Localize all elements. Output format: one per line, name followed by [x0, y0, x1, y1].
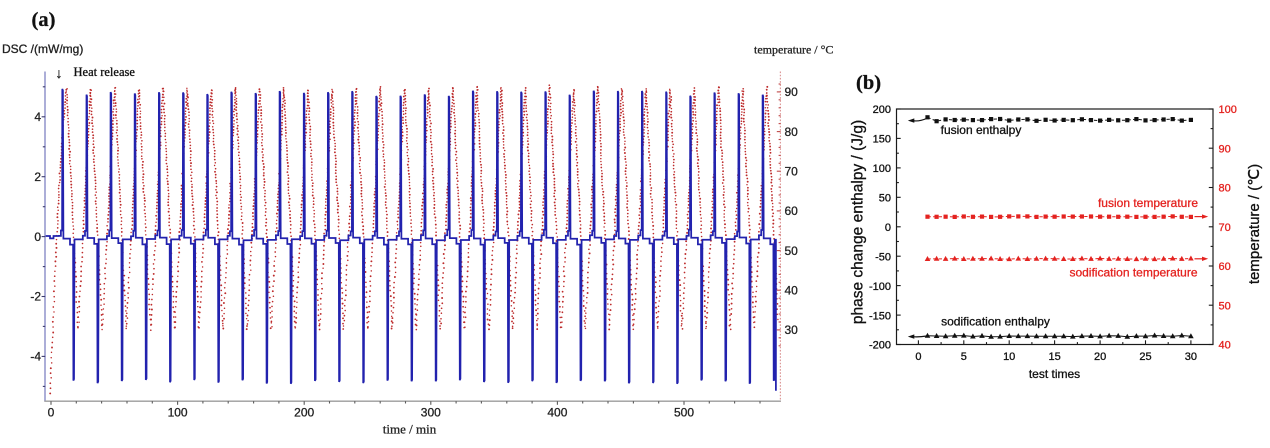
svg-text:fusion temperature: fusion temperature — [1098, 196, 1198, 210]
svg-text:30: 30 — [785, 323, 799, 337]
svg-text:30: 30 — [1185, 351, 1197, 363]
svg-text:90: 90 — [1219, 143, 1231, 155]
svg-text:15: 15 — [1048, 351, 1060, 363]
svg-text:200: 200 — [294, 405, 314, 419]
svg-text:-200: -200 — [869, 340, 891, 352]
svg-text:DSC /(mW/mg): DSC /(mW/mg) — [2, 42, 83, 56]
svg-text:10: 10 — [1003, 351, 1015, 363]
svg-text:50: 50 — [785, 244, 799, 258]
svg-text:300: 300 — [421, 405, 441, 419]
svg-text:20: 20 — [1094, 351, 1106, 363]
svg-text:0: 0 — [915, 351, 921, 363]
svg-text:sodification enthalpy: sodification enthalpy — [941, 315, 1050, 329]
svg-text:100: 100 — [873, 163, 891, 175]
svg-text:150: 150 — [873, 134, 891, 146]
svg-text:90: 90 — [785, 85, 799, 99]
svg-text:test times: test times — [1029, 367, 1080, 381]
svg-text:5: 5 — [961, 351, 967, 363]
svg-text:sodification temperature: sodification temperature — [1069, 266, 1197, 280]
svg-text:-150: -150 — [869, 310, 891, 322]
svg-text:200: 200 — [873, 104, 891, 116]
svg-text:-50: -50 — [875, 251, 891, 263]
svg-text:50: 50 — [879, 193, 891, 205]
svg-text:70: 70 — [1219, 222, 1231, 234]
svg-text:temperature / (℃): temperature / (℃) — [1246, 164, 1263, 284]
svg-text:(a): (a) — [32, 9, 56, 31]
svg-text:60: 60 — [785, 204, 799, 218]
svg-text:40: 40 — [785, 283, 799, 297]
svg-text:fusion enthalpy: fusion enthalpy — [941, 123, 1022, 137]
svg-text:0: 0 — [34, 230, 41, 244]
svg-text:temperature / °C: temperature / °C — [754, 43, 833, 57]
svg-text:80: 80 — [785, 125, 799, 139]
svg-text:100: 100 — [168, 405, 188, 419]
svg-text:↓: ↓ — [56, 67, 63, 82]
svg-text:80: 80 — [1219, 183, 1231, 195]
svg-text:-2: -2 — [30, 290, 41, 304]
svg-text:100: 100 — [1219, 104, 1237, 116]
svg-text:0: 0 — [48, 405, 55, 419]
svg-text:400: 400 — [547, 405, 567, 419]
svg-text:phase change enthalpy / (J/g): phase change enthalpy / (J/g) — [850, 120, 867, 324]
svg-text:60: 60 — [1219, 261, 1231, 273]
svg-text:4: 4 — [34, 110, 41, 124]
svg-text:(b): (b) — [856, 72, 881, 94]
svg-text:0: 0 — [885, 222, 891, 234]
svg-text:25: 25 — [1139, 351, 1151, 363]
svg-text:Heat release: Heat release — [74, 65, 136, 79]
svg-text:time / min: time / min — [383, 422, 437, 437]
svg-text:70: 70 — [785, 164, 799, 178]
svg-text:-4: -4 — [30, 350, 41, 364]
svg-text:2: 2 — [34, 170, 41, 184]
svg-text:-100: -100 — [869, 281, 891, 293]
svg-text:500: 500 — [674, 405, 694, 419]
svg-text:50: 50 — [1219, 300, 1231, 312]
svg-text:40: 40 — [1219, 340, 1231, 352]
